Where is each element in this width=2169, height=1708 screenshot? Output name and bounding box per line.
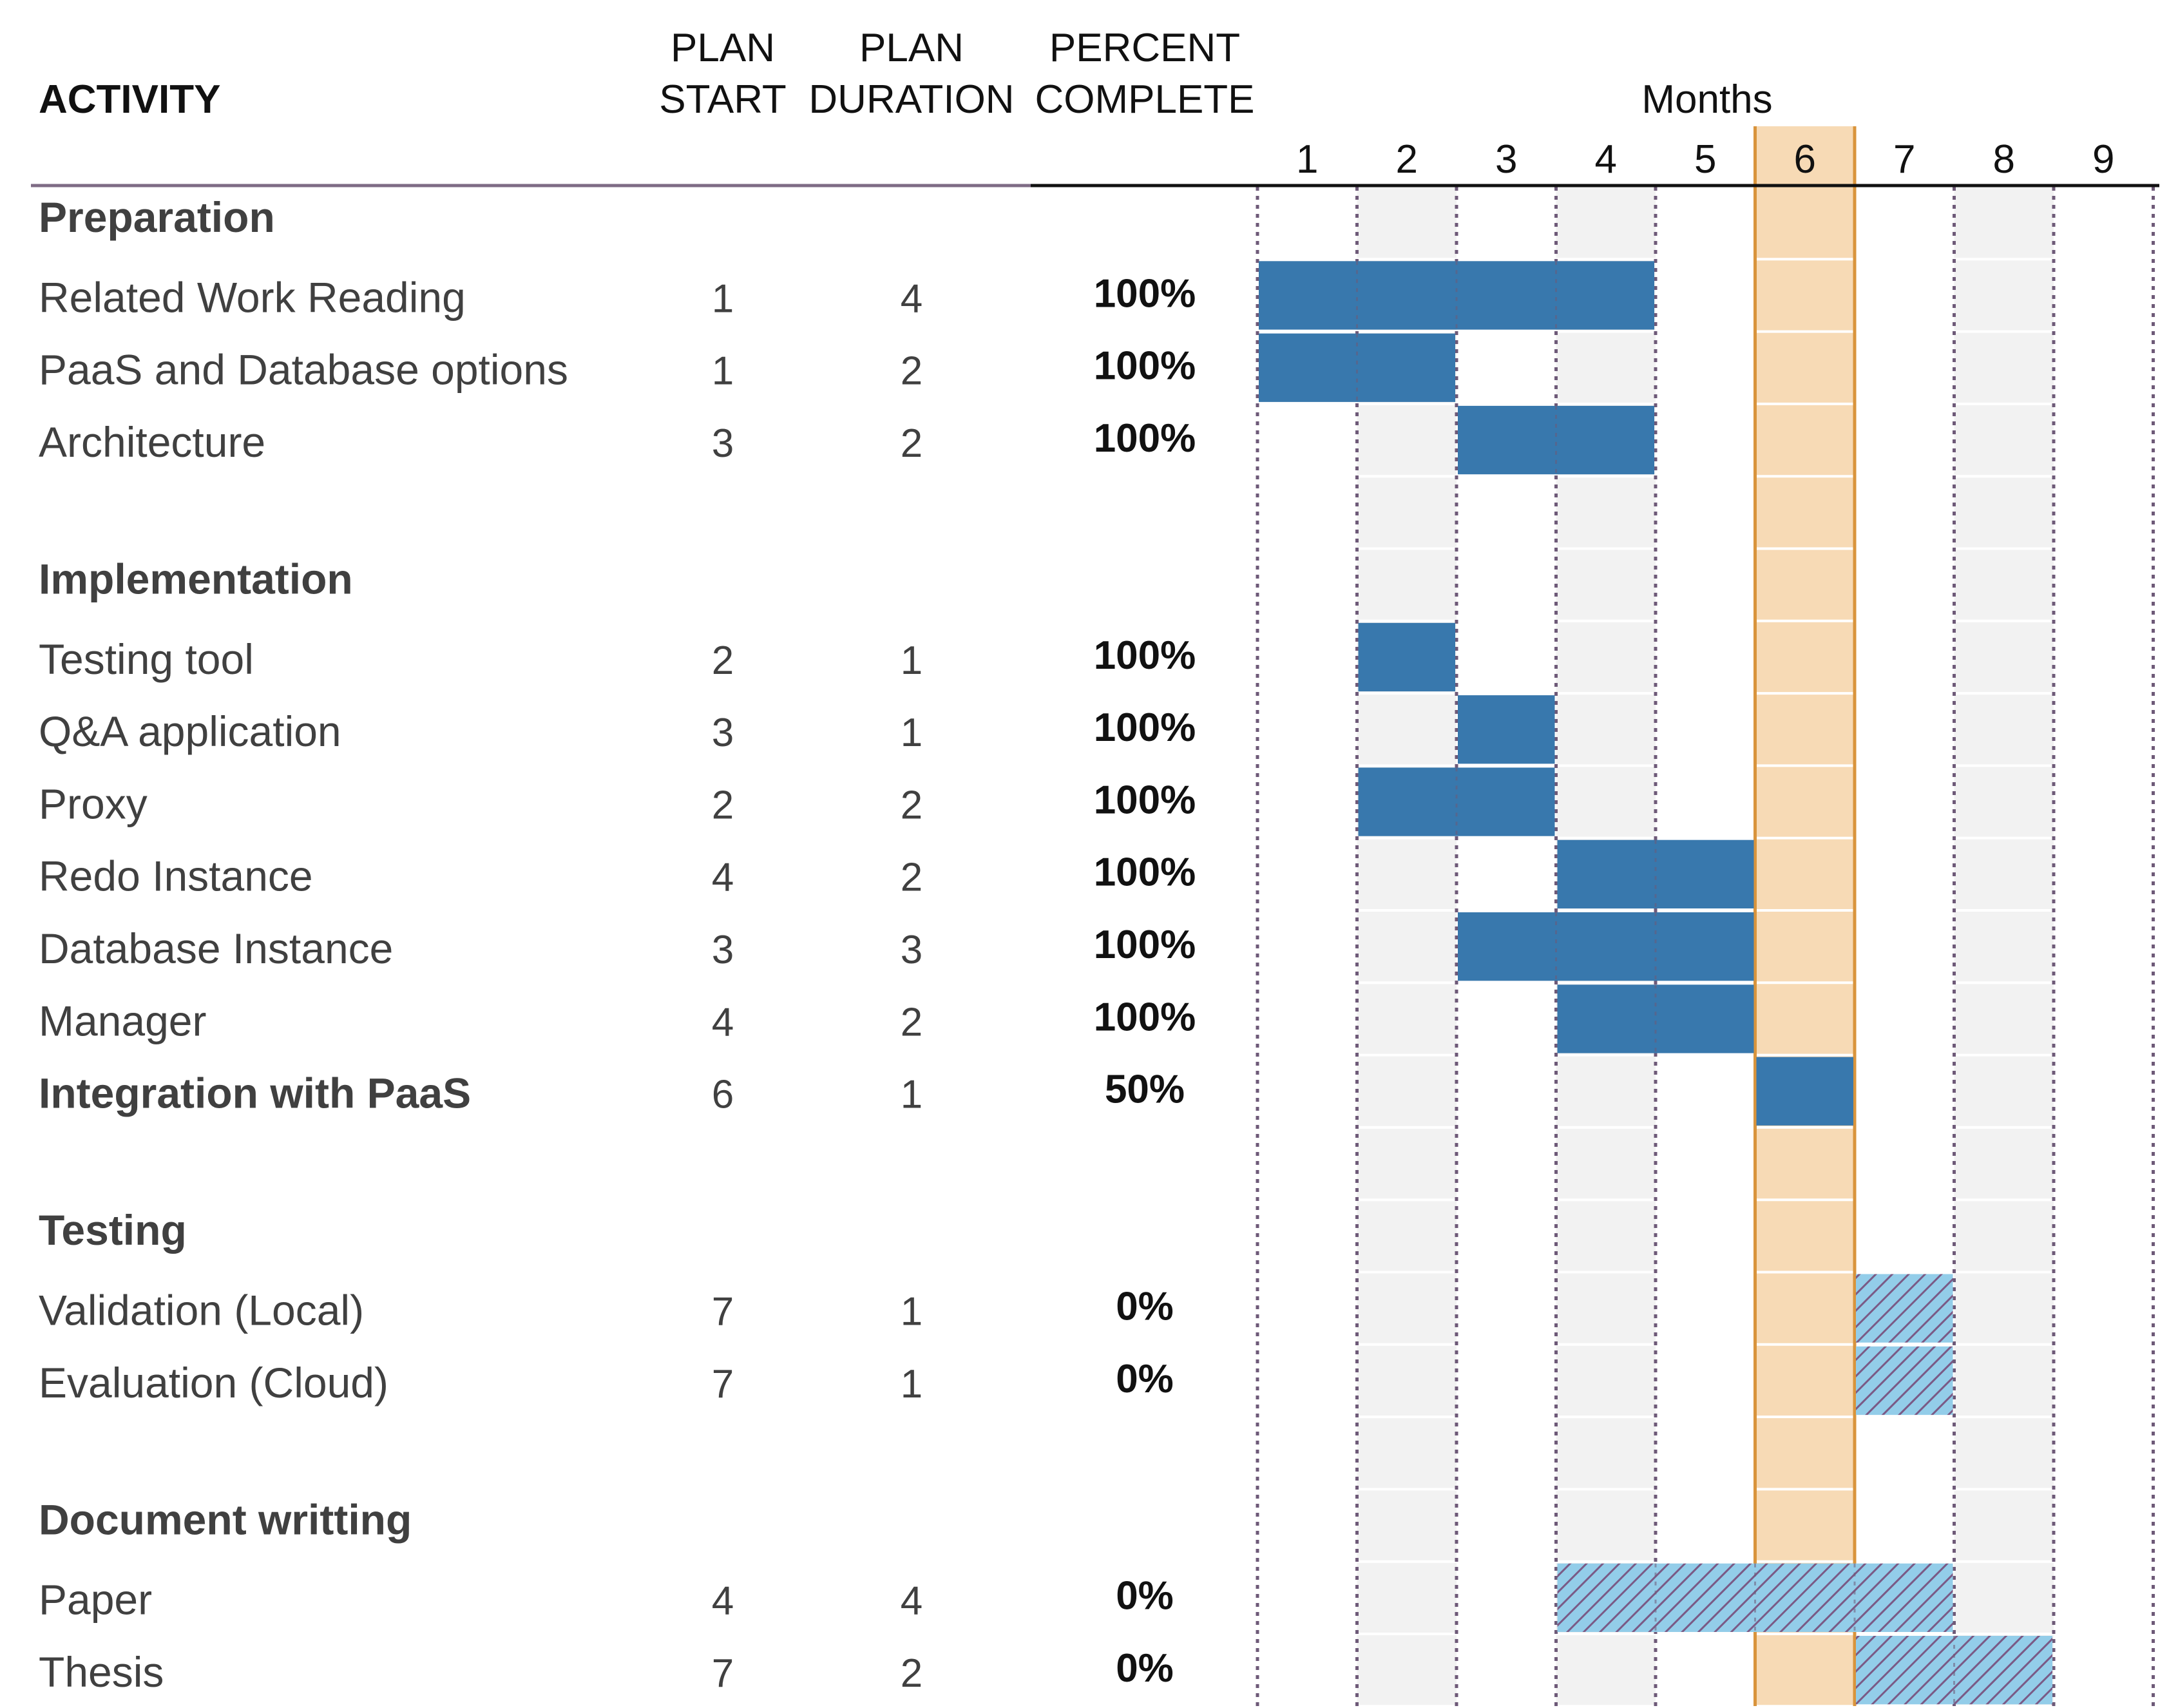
month-label-4: 4 — [1595, 137, 1617, 182]
plan-duration-header-line1: PLAN — [859, 26, 964, 70]
task-duration: 2 — [901, 1651, 922, 1696]
task-percent: 50% — [1105, 1068, 1185, 1112]
plan-start-header-line2: START — [659, 77, 787, 122]
task-label: Architecture — [39, 418, 265, 466]
task-percent: 0% — [1116, 1285, 1174, 1329]
month-label-5: 5 — [1694, 137, 1716, 182]
task-duration: 1 — [901, 1362, 922, 1406]
months-title: Months — [1641, 77, 1772, 122]
task-start: 1 — [712, 276, 734, 321]
group-label: Testing — [39, 1206, 187, 1254]
month-column-shade-2 — [1357, 187, 1457, 1706]
plan-duration-header-line2: DURATION — [808, 77, 1014, 122]
activity-header: ACTIVITY — [39, 77, 220, 122]
task-label: Q&A application — [39, 707, 341, 755]
task-start: 4 — [712, 856, 734, 900]
task-percent: 100% — [1094, 416, 1196, 461]
task-start: 4 — [712, 1000, 734, 1044]
task-duration: 2 — [901, 421, 922, 466]
task-bar-complete — [1358, 622, 1455, 692]
plan-start-header-line1: PLAN — [671, 26, 775, 70]
task-percent: 100% — [1094, 344, 1196, 389]
month-column-shade-8 — [1954, 187, 2054, 1706]
task-start: 6 — [712, 1073, 734, 1117]
task-bar-complete — [1458, 912, 1754, 981]
task-start: 7 — [712, 1651, 734, 1696]
task-start: 3 — [712, 711, 734, 755]
task-start: 7 — [712, 1290, 734, 1334]
task-percent: 100% — [1094, 995, 1196, 1039]
task-start: 4 — [712, 1579, 734, 1624]
task-duration: 2 — [901, 1000, 922, 1044]
task-start: 2 — [712, 783, 734, 827]
task-label: Validation (Local) — [39, 1287, 364, 1334]
task-percent: 100% — [1094, 850, 1196, 895]
task-percent: 0% — [1116, 1357, 1174, 1401]
task-label: PaaS and Database options — [39, 346, 568, 394]
chart-foreground-layer: 1 2 3 4 5 6 7 8 9 Preparation Related Work Reading… — [39, 137, 2114, 1705]
task-duration: 1 — [901, 1290, 922, 1334]
task-label: Thesis — [39, 1648, 164, 1696]
task-label: Evaluation (Cloud) — [39, 1359, 388, 1406]
task-percent: 100% — [1094, 923, 1196, 967]
task-duration: 4 — [901, 1579, 922, 1624]
task-label: Manager — [39, 997, 207, 1044]
task-label: Integration with PaaS — [39, 1070, 471, 1117]
current-month-highlight — [1755, 126, 1855, 1706]
month-label-2: 2 — [1396, 137, 1418, 182]
task-duration: 4 — [901, 276, 922, 321]
task-duration: 1 — [901, 711, 922, 755]
task-label: Database Instance — [39, 925, 393, 972]
task-duration: 1 — [901, 1073, 922, 1117]
month-label-8: 8 — [1993, 137, 2015, 182]
task-percent: 100% — [1094, 705, 1196, 750]
group-label: Document writting — [39, 1495, 412, 1543]
percent-complete-header-line1: PERCENT — [1049, 26, 1240, 70]
task-percent: 100% — [1094, 778, 1196, 822]
task-label: Paper — [39, 1576, 152, 1624]
task-label: Proxy — [39, 780, 148, 827]
task-label: Related Work Reading — [39, 273, 466, 321]
month-label-6: 6 — [1794, 137, 1816, 182]
task-start: 2 — [712, 638, 734, 683]
group-label: Preparation — [39, 193, 275, 241]
table-header: ACTIVITY PLAN START PLAN DURATION PERCEN… — [39, 26, 1773, 122]
task-bar-complete — [1458, 695, 1555, 764]
task-label: Redo Instance — [39, 852, 313, 900]
task-duration: 2 — [901, 783, 922, 827]
task-start: 7 — [712, 1362, 734, 1406]
task-duration: 1 — [901, 638, 922, 683]
task-percent: 100% — [1094, 271, 1196, 316]
task-start: 3 — [712, 421, 734, 466]
task-label: Testing tool — [39, 635, 254, 683]
task-percent: 100% — [1094, 633, 1196, 678]
task-duration: 2 — [901, 856, 922, 900]
task-bar-planned — [1856, 1274, 1953, 1343]
month-label-3: 3 — [1495, 137, 1517, 182]
task-duration: 2 — [901, 349, 922, 394]
task-bar-complete — [1756, 1057, 1853, 1126]
task-percent: 0% — [1116, 1574, 1174, 1618]
month-label-7: 7 — [1893, 137, 1915, 182]
task-start: 1 — [712, 349, 734, 394]
task-bar-planned — [1856, 1346, 1953, 1415]
month-label-1: 1 — [1296, 137, 1318, 182]
group-label: Implementation — [39, 555, 353, 603]
percent-complete-header-line2: COMPLETE — [1035, 77, 1254, 122]
task-start: 3 — [712, 928, 734, 972]
task-duration: 3 — [901, 928, 922, 972]
month-label-9: 9 — [2092, 137, 2114, 182]
task-percent: 0% — [1116, 1646, 1174, 1691]
